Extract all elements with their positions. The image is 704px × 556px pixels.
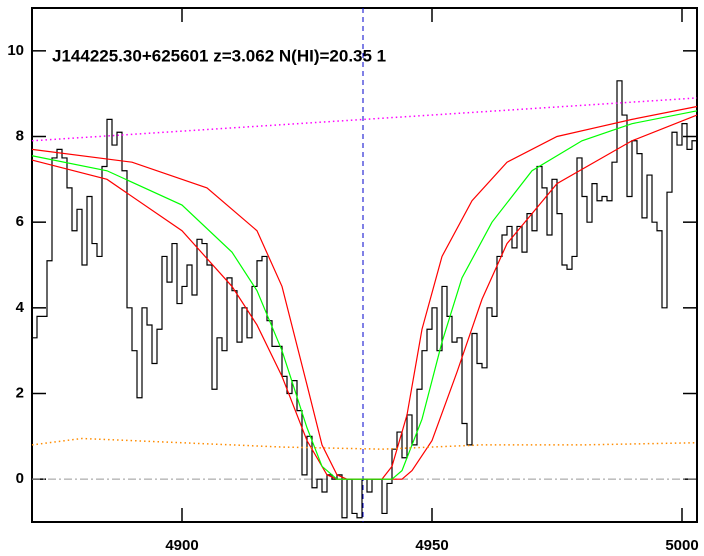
series-line	[31, 437, 698, 450]
y-tick-label: 8	[16, 127, 24, 144]
series-line	[32, 80, 697, 519]
x-tick-label: 5000	[665, 537, 698, 554]
x-tick-label: 4900	[165, 537, 198, 554]
series-line	[31, 114, 698, 480]
plot-frame	[31, 7, 698, 523]
y-tick-label: 2	[16, 384, 24, 401]
y-tick-label: 10	[7, 42, 24, 59]
series-line	[31, 110, 698, 480]
series-line	[31, 105, 698, 480]
series-line	[31, 97, 698, 142]
chart-title: J144225.30+625601 z=3.062 N(HI)=20.35 1	[52, 46, 386, 65]
y-tick-label: 0	[16, 470, 24, 487]
y-tick-label: 6	[16, 213, 24, 230]
x-tick-label: 4950	[415, 537, 448, 554]
y-tick-label: 4	[16, 299, 25, 316]
